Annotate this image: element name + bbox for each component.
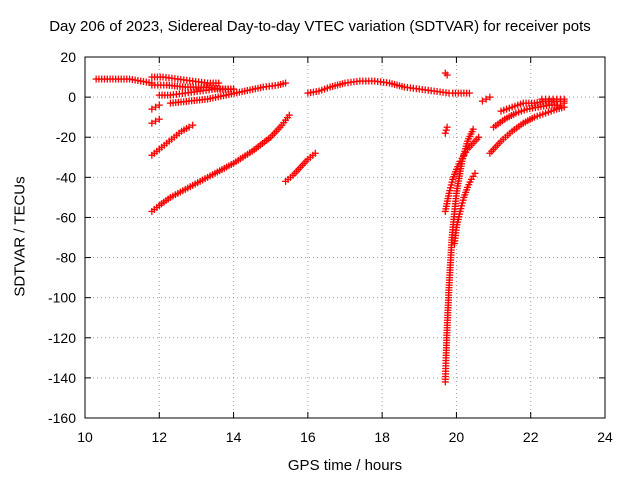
axis-ticks: 10 12 14 16 18 20 22 24 20 0 -20 -40 -60 -80 -100 -120 -… <box>48 49 613 445</box>
x-axis-label: GPS time / hours <box>287 457 403 474</box>
data-point <box>155 101 163 109</box>
data-point <box>148 119 156 127</box>
data-point <box>560 95 568 103</box>
data-point <box>486 93 494 101</box>
data-point <box>443 71 451 79</box>
y-tick-label: -80 <box>56 250 76 266</box>
data-point <box>482 95 490 103</box>
data-point <box>469 125 477 133</box>
data-points <box>92 69 568 386</box>
data-point <box>475 133 483 141</box>
x-tick-label: 10 <box>77 429 93 445</box>
y-tick-label: -20 <box>56 129 76 145</box>
data-point-fill <box>442 126 450 134</box>
y-tick-label: -100 <box>48 290 76 306</box>
data-point <box>155 115 163 123</box>
grid-lines <box>85 57 605 418</box>
y-tick-label: -120 <box>48 330 76 346</box>
x-tick-label: 16 <box>300 429 316 445</box>
data-point <box>152 117 160 125</box>
data-point <box>285 111 293 119</box>
y-tick-label: -140 <box>48 370 76 386</box>
data-point <box>215 79 223 87</box>
plot-frame <box>84 56 606 419</box>
data-point <box>478 97 486 105</box>
y-tick-label: -160 <box>48 410 76 426</box>
x-tick-label: 14 <box>226 429 242 445</box>
y-tick-label: -60 <box>56 209 76 225</box>
y-tick-label: 20 <box>60 49 76 65</box>
data-point <box>311 149 319 157</box>
data-point <box>152 103 160 111</box>
y-axis-label: SDTVAR / TECUs <box>11 176 29 297</box>
data-point <box>189 121 197 129</box>
chart-title: Day 206 of 2023, Sidereal Day-to-day VTE… <box>49 18 591 35</box>
y-tick-label: 0 <box>68 89 76 105</box>
x-tick-label: 22 <box>523 429 539 445</box>
x-tick-label: 20 <box>449 429 465 445</box>
y-tick-label: -40 <box>56 169 76 185</box>
data-point <box>185 123 193 131</box>
data-point <box>443 123 451 131</box>
x-tick-label: 18 <box>374 429 390 445</box>
data-point <box>282 79 290 87</box>
data-point <box>471 169 479 177</box>
data-point <box>465 89 473 97</box>
data-point <box>441 129 449 137</box>
x-tick-label: 12 <box>151 429 167 445</box>
x-tick-label: 24 <box>597 429 613 445</box>
data-point <box>148 105 156 113</box>
